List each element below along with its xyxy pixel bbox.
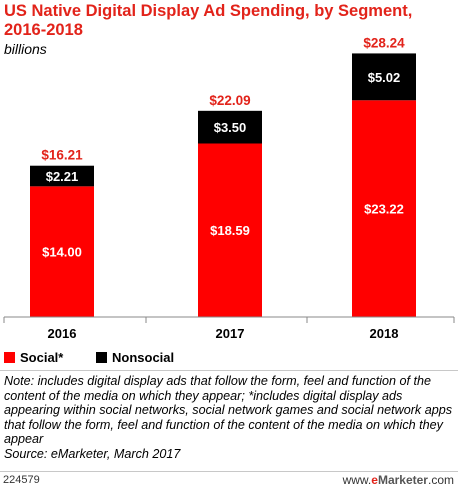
data-label-nonsocial-2017: $3.50 [214,120,247,135]
legend-swatch-social [4,352,15,363]
bar-chart: $14.00 $2.21 $16.21 2016 $18.59 $3.50 $22.09 20… [3,35,455,341]
logo-e: e [371,473,378,487]
chart-title: US Native Digital Display Ad Spending, b… [4,2,413,39]
divider [0,370,458,371]
data-label-nonsocial-2018: $5.02 [368,70,401,85]
legend-swatch-nonsocial [96,352,107,363]
bar-social-2016 [30,186,94,317]
x-tick-label-2017: 2017 [216,326,245,341]
bar-nonsocial-2018 [352,53,416,101]
logo-prefix: www. [342,473,372,487]
legend-label-nonsocial: Nonsocial [112,350,175,365]
data-label-social-2016: $14.00 [42,245,82,260]
data-label-social-2017: $18.59 [210,223,250,238]
footnote: Note: includes digital display ads that … [4,374,456,462]
data-label-social-2018: $23.22 [364,202,404,217]
source-text: Source: eMarketer, March 2017 [4,446,181,461]
logo-marketer: Marketer [377,473,428,487]
total-label-2018: $28.24 [363,35,405,50]
x-tick-label-2016: 2016 [48,326,77,341]
legend-item-nonsocial: Nonsocial [96,350,174,365]
data-label-nonsocial-2016: $2.21 [46,169,79,184]
bar-nonsocial-2016 [30,165,94,187]
emarketer-logo[interactable]: www.eMarketer.com [343,473,454,487]
total-label-2017: $22.09 [209,93,250,108]
legend-label-social: Social* [20,350,64,365]
bar-social-2018 [352,100,416,317]
footer: 224579 www.eMarketer.com [0,471,458,488]
chart-subtitle: billions [4,41,47,57]
x-tick-label-2018: 2018 [370,326,399,341]
legend-item-social: Social* [4,350,63,365]
note-text: Note: includes digital display ads that … [4,374,453,447]
chart-id: 224579 [3,474,40,486]
logo-suffix: .com [427,473,454,487]
bar-nonsocial-2017 [198,110,262,144]
total-label-2016: $16.21 [41,148,83,163]
bar-social-2017 [198,143,262,317]
